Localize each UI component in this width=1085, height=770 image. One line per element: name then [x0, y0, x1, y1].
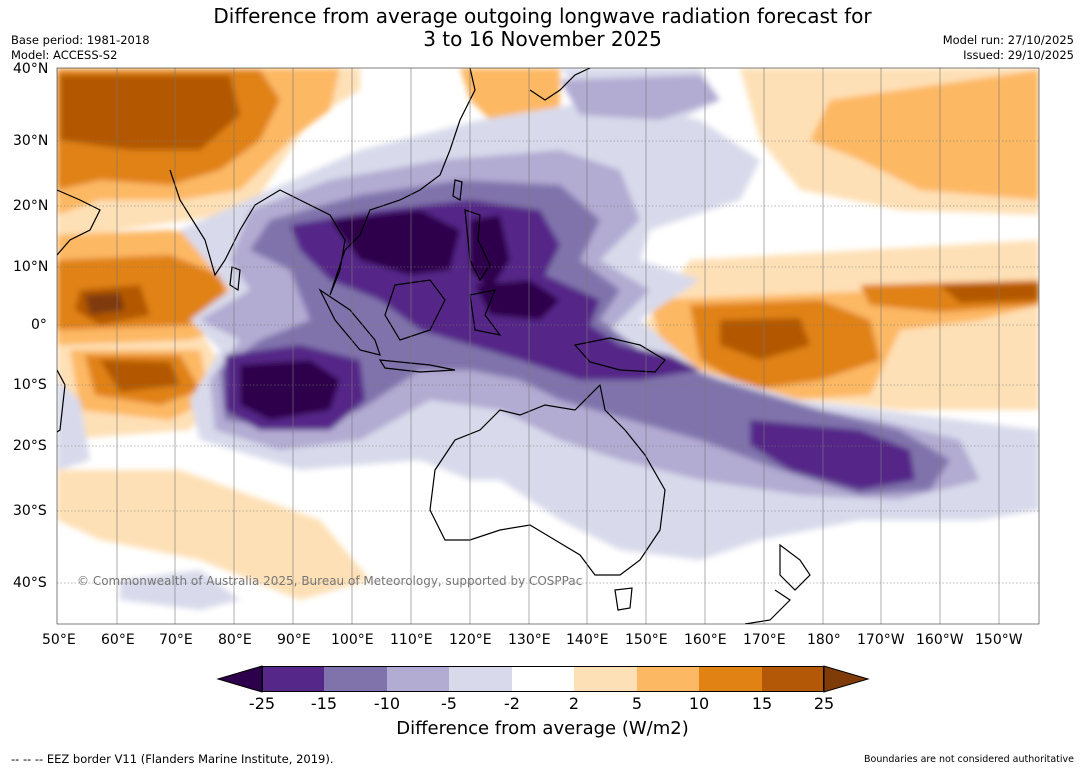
coastlines [57, 68, 811, 624]
lon-label-50e: 50°E [42, 632, 76, 648]
model-name: Model: ACCESS-S2 [11, 48, 118, 62]
colorbar-bin-6 [574, 666, 637, 692]
lon-label-120e: 120°E [449, 632, 492, 648]
colorbar-bin-7 [637, 666, 699, 692]
lat-label-20s: 20°S [13, 438, 47, 454]
colorbar-title: Difference from average (W/m2) [396, 718, 689, 739]
graticule [57, 140, 1039, 584]
colorbar-tick: 10 [688, 694, 710, 713]
lon-label-140e: 140°E [566, 632, 609, 648]
lon-label-110e: 110°E [390, 632, 433, 648]
lon-label-160w: 160°W [916, 632, 964, 648]
issued-date: Issued: 29/10/2025 [963, 48, 1074, 62]
lon-label-150w: 150°W [975, 632, 1023, 648]
colorbar-tick: 5 [631, 694, 643, 713]
colorbar-tick: -10 [373, 694, 401, 713]
meridians [116, 68, 1000, 624]
colorbar-bin-9 [762, 666, 824, 692]
colorbar-tick: 2 [568, 694, 580, 713]
lat-label-30n: 30°N [13, 133, 49, 149]
anomaly-field [57, 68, 1039, 624]
title-line-1: Difference from average outgoing longwav… [213, 4, 872, 28]
lon-label-160e: 160°E [684, 632, 727, 648]
lat-label-30s: 30°S [13, 503, 47, 519]
lat-label-40s: 40°S [13, 575, 47, 591]
lon-label-150e: 150°E [625, 632, 668, 648]
colorbar-bin-2 [324, 666, 387, 692]
colorbar-tick: -2 [504, 694, 520, 713]
colorbar-min-arrow [216, 665, 263, 693]
model-run: Model run: 27/10/2025 [942, 33, 1074, 47]
colorbar-bin-4 [449, 666, 512, 692]
lon-label-180: 180° [807, 632, 841, 648]
colorbar-tick: -25 [248, 694, 276, 713]
colorbar-bin-5 [512, 666, 574, 692]
lon-label-70e: 70°E [159, 632, 193, 648]
lon-label-90e: 90°E [277, 632, 311, 648]
colorbar-tick: -15 [310, 694, 338, 713]
colorbar-bin-1 [262, 666, 324, 692]
colorbar-tick: 25 [813, 694, 835, 713]
copyright-notice: © Commonwealth of Australia 2025, Bureau… [77, 574, 583, 588]
boundary-disclaimer: Boundaries are not considered authoritat… [864, 754, 1074, 765]
colorbar-bin-8 [699, 666, 762, 692]
lat-label-10n: 10°N [13, 259, 49, 275]
lat-label-0: 0° [31, 317, 47, 333]
lat-label-40n: 40°N [13, 61, 49, 77]
colorbar-tick: -5 [441, 694, 457, 713]
title-line-2: 3 to 16 November 2025 [423, 27, 662, 51]
base-period: Base period: 1981-2018 [11, 33, 150, 47]
colorbar-tick: 15 [751, 694, 773, 713]
eez-border-note: -- -- -- EEZ border V11 (Flanders Marine… [11, 752, 334, 766]
lon-label-100e: 100°E [331, 632, 374, 648]
colorbar-bin-3 [387, 666, 449, 692]
lat-label-20n: 20°N [13, 198, 49, 214]
lon-label-60e: 60°E [101, 632, 135, 648]
lon-label-130e: 130°E [508, 632, 551, 648]
lon-label-170e: 170°E [743, 632, 786, 648]
map-frame [56, 67, 1040, 625]
lon-label-80e: 80°E [218, 632, 252, 648]
lon-label-170w: 170°W [857, 632, 905, 648]
colorbar-max-arrow [823, 665, 870, 693]
lat-label-10s: 10°S [13, 377, 47, 393]
